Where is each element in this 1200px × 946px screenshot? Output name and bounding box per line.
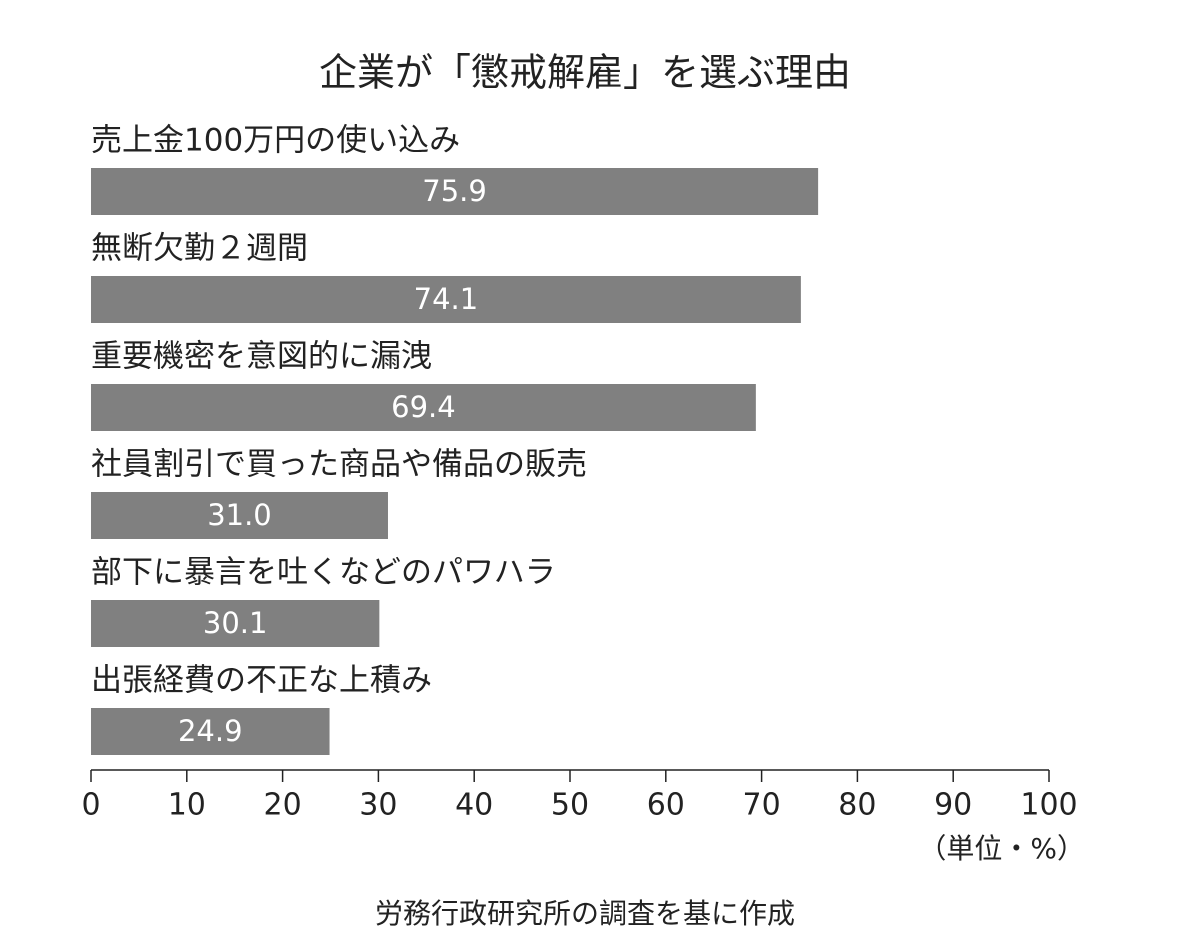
bar: [91, 276, 801, 323]
x-tick-label: 20: [264, 788, 302, 823]
chart-title: 企業が「懲戒解雇」を選ぶ理由: [319, 51, 851, 95]
source-note: 労務行政研究所の調査を基に作成: [375, 897, 795, 930]
bar: [91, 168, 819, 215]
x-tick-label: 100: [1020, 788, 1077, 823]
category-label: 重要機密を意図的に漏洩: [91, 339, 432, 375]
value-label: 31.0: [207, 498, 272, 532]
value-label: 30.1: [203, 606, 268, 640]
bar: [91, 384, 756, 431]
x-tick-label: 80: [838, 788, 876, 823]
x-tick-label: 70: [743, 788, 781, 823]
bar: [91, 600, 380, 647]
bar: [91, 708, 330, 755]
value-label: 74.1: [414, 282, 479, 316]
category-label: 社員割引で買った商品や備品の販売: [91, 447, 587, 483]
category-label: 無断欠勤２週間: [91, 231, 308, 267]
category-label: 部下に暴言を吐くなどのパワハラ: [91, 555, 556, 591]
value-label: 69.4: [391, 390, 456, 424]
x-tick-label: 60: [647, 788, 685, 823]
x-tick-label: 30: [359, 788, 397, 823]
bar: [91, 492, 388, 539]
x-tick-label: 10: [168, 788, 206, 823]
x-tick-label: 50: [551, 788, 589, 823]
x-tick-label: 90: [934, 788, 972, 823]
value-label: 75.9: [422, 174, 487, 208]
category-label: 売上金100万円の使い込み: [91, 123, 460, 159]
category-label: 出張経費の不正な上積み: [91, 663, 432, 699]
x-tick-label: 0: [81, 788, 100, 823]
unit-label: （単位・%）: [918, 832, 1085, 865]
x-tick-label: 40: [455, 788, 493, 823]
value-label: 24.9: [178, 714, 243, 748]
